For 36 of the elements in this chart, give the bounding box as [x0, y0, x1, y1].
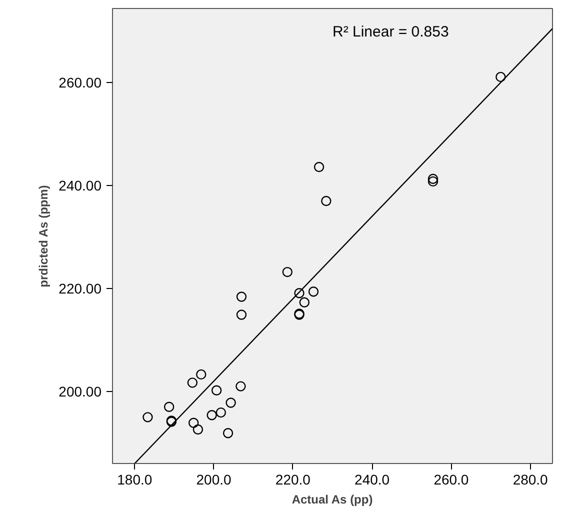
x-tick-label: 240.0: [354, 472, 390, 488]
point: [236, 381, 246, 392]
point: [142, 412, 153, 422]
point: [216, 407, 226, 418]
point: [206, 410, 217, 420]
y-axis-title: prdicted As (ppm): [36, 185, 51, 288]
point: [496, 72, 506, 82]
x-tick-label: 220.0: [275, 472, 311, 488]
point: [164, 402, 174, 412]
x-tick-label: 200.0: [196, 472, 232, 488]
point: [226, 398, 236, 408]
y-tick-label: 220.00: [58, 280, 102, 296]
point: [188, 418, 199, 428]
point: [196, 369, 206, 380]
y-tick-label: 260.00: [58, 74, 102, 91]
point: [299, 297, 310, 308]
point: [236, 292, 247, 302]
y-tick-label: 200.00: [58, 383, 102, 400]
point: [222, 428, 234, 438]
point: [294, 288, 304, 298]
x-axis-title: Actual As (pp): [292, 492, 373, 506]
annotation: R² Linear = 0.853: [332, 23, 449, 40]
x-tick-label: 260.0: [434, 472, 469, 488]
point: [321, 196, 332, 206]
point: [187, 378, 198, 388]
point: [308, 286, 319, 297]
point: [314, 162, 324, 172]
x-tick-label: 180.0: [117, 472, 152, 488]
point: [428, 174, 438, 184]
point: [192, 424, 204, 435]
point: [282, 266, 292, 278]
x-tick-label: 280.0: [512, 472, 548, 488]
y-tick-label: 240.00: [58, 178, 102, 194]
point: [211, 385, 222, 396]
point: [428, 176, 438, 187]
point: [236, 310, 247, 320]
